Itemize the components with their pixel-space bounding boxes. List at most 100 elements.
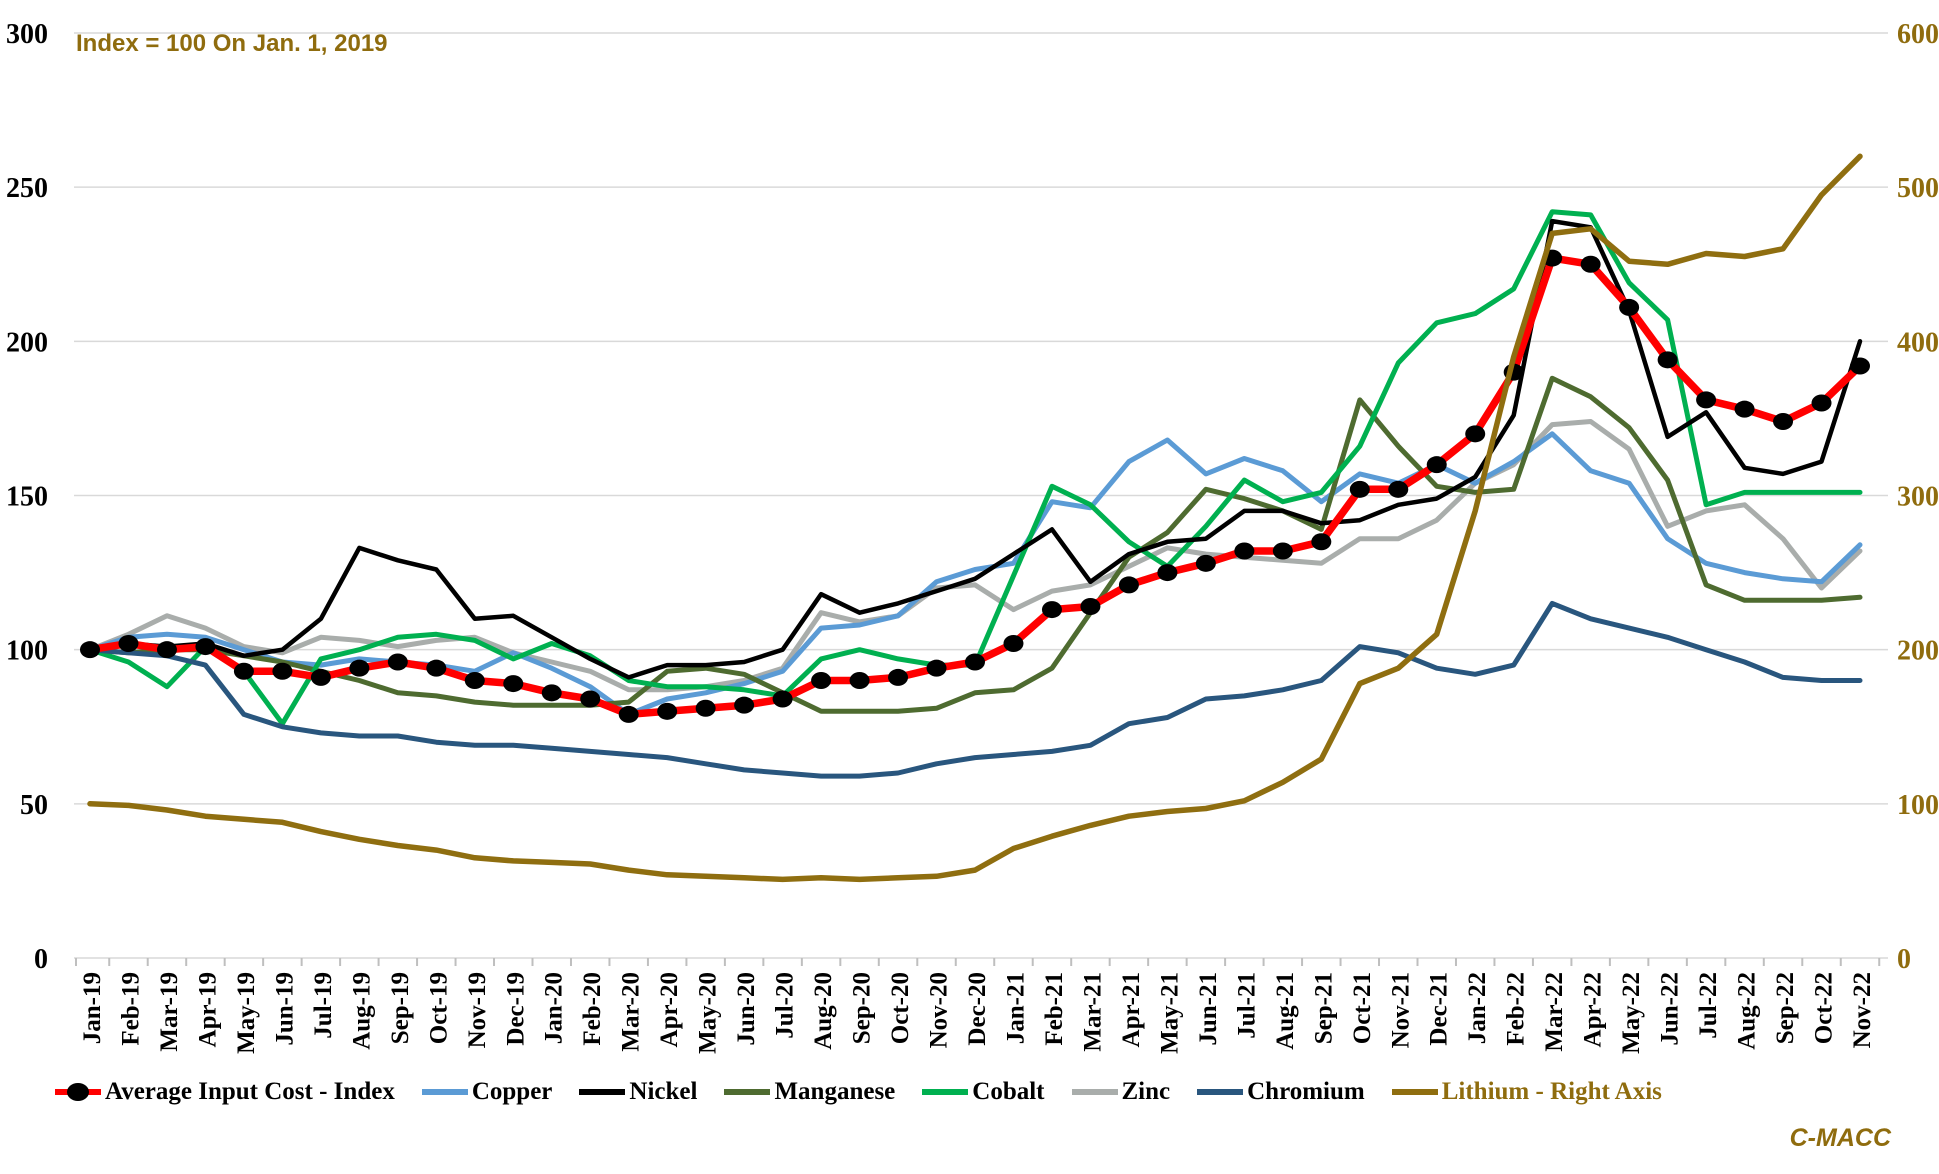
chart-annotation: Index = 100 On Jan. 1, 2019	[76, 30, 388, 57]
x-axis-month-label: May-19	[233, 972, 260, 1054]
legend-item-copper: Copper	[421, 1078, 553, 1106]
x-axis-month-label: Mar-22	[1541, 972, 1568, 1052]
x-axis-month-label: Mar-19	[156, 972, 183, 1052]
series-marker-dot	[772, 690, 793, 708]
legend-swatch-nickel	[579, 1089, 626, 1095]
x-axis-month-label: Nov-20	[926, 972, 953, 1048]
series-marker-dot	[888, 668, 909, 686]
x-axis-month-label: Jul-19	[310, 972, 337, 1039]
x-axis-month-label: Sep-20	[849, 972, 876, 1044]
x-axis-month-label: Mar-20	[618, 972, 645, 1052]
y-axis-right-tick-label: 100	[1897, 790, 1939, 821]
x-axis-month-label: Dec-21	[1426, 972, 1453, 1046]
x-axis-month-label: Jan-19	[79, 972, 106, 1044]
series-marker-dot	[156, 641, 177, 659]
chart-legend: Average Input Cost - Index Copper Nickel Ma…	[55, 1072, 1915, 1112]
series-marker-dot	[1349, 480, 1370, 498]
x-axis-month-label: Nov-22	[1849, 972, 1876, 1048]
series-marker-dot	[1811, 394, 1832, 412]
series-marker-dot	[849, 672, 870, 689]
series-marker-dot	[965, 653, 985, 671]
series-marker-dot	[541, 684, 562, 702]
x-axis-month-label: Oct-21	[1349, 972, 1376, 1044]
x-axis-month-label: Jan-21	[1002, 972, 1029, 1044]
series-marker-dot	[1465, 425, 1486, 443]
series-marker-dot	[618, 705, 639, 723]
series-marker-dot	[464, 672, 485, 689]
x-axis-month-label: Nov-21	[1387, 972, 1414, 1048]
x-axis-month-label: Oct-22	[1811, 972, 1838, 1044]
x-axis-month-label: Jul-22	[1695, 972, 1722, 1039]
x-axis-month-label: Sep-19	[387, 972, 414, 1044]
x-axis-month-label: Jun-22	[1657, 972, 1684, 1046]
series-marker-dot	[426, 659, 447, 677]
x-axis-month-label: Jul-21	[1233, 972, 1260, 1039]
series-line-cobalt	[87, 209, 1863, 727]
y-axis-right-tick-label: 0	[1897, 944, 1911, 975]
x-axis-month-label: May-21	[1156, 972, 1183, 1054]
legend-label-copper: Copper	[471, 1078, 553, 1105]
series-marker-dot	[1850, 357, 1870, 375]
series-marker-dot	[1426, 456, 1447, 474]
x-axis-month-label: Feb-19	[117, 972, 144, 1046]
series-line-manganese	[87, 375, 1863, 714]
legend-label-chromium: Chromium	[1247, 1078, 1365, 1105]
series-marker-dot	[1773, 413, 1794, 430]
x-axis-month-label: Dec-20	[964, 972, 991, 1046]
series-marker-dot	[926, 659, 947, 677]
series-marker-dot	[1657, 351, 1678, 369]
legend-label-average-input-cost-index: Average Input Cost - Index	[105, 1078, 395, 1105]
x-axis-month-label: Nov-19	[464, 972, 491, 1048]
series-line-chromium	[87, 600, 1863, 779]
series-marker-dot	[118, 635, 139, 652]
legend-item-average-input-cost-index: Average Input Cost - Index	[55, 1078, 395, 1106]
series-marker-dot	[1080, 598, 1101, 615]
y-axis-right-tick-label: 200	[1897, 636, 1939, 667]
x-axis-month-label: Oct-19	[425, 972, 452, 1044]
y-axis-right-tick-label: 400	[1897, 327, 1939, 358]
series-marker-dot	[1195, 554, 1216, 572]
series-marker-dot	[811, 672, 832, 689]
y-axis-right-tick-label: 600	[1897, 19, 1939, 50]
x-axis-month-label: Apr-21	[1118, 972, 1145, 1047]
x-axis-month-label: Jan-20	[541, 972, 568, 1044]
legend-swatch-average-input-cost-index	[55, 1083, 101, 1101]
plot-area: 3002502001501005006005004003002001000Jan…	[6, 19, 1939, 1054]
y-axis-left-tick-label: 100	[6, 636, 48, 667]
x-axis-month-label: Sep-21	[1310, 972, 1337, 1044]
series-marker-dot	[1272, 542, 1293, 560]
series-marker-dot	[1388, 480, 1409, 498]
series-marker-dot	[272, 662, 293, 680]
commodity-index-chart: 300 250 200 150 100 50 0 600 500 400 300 200 100 0 Jan…	[6, 19, 1939, 1054]
watermark-cmacc: C-MACC	[1789, 1124, 1891, 1152]
series-marker-dot	[349, 659, 370, 677]
x-axis-month-label: Dec-19	[502, 972, 529, 1046]
y-axis-left-tick-label: 0	[34, 944, 48, 975]
series-line-zinc	[87, 419, 1863, 693]
x-axis-month-label: Feb-20	[579, 972, 606, 1046]
series-marker-dot	[657, 702, 678, 720]
series-marker-dot	[387, 653, 408, 671]
series-marker-dot	[1696, 391, 1717, 409]
series-line-lithium-right-axis	[87, 153, 1863, 883]
x-axis-month-label: Aug-22	[1734, 972, 1761, 1050]
series-marker-dot	[580, 690, 601, 708]
x-axis-month-label: Feb-21	[1041, 972, 1068, 1046]
series-marker-dot	[734, 696, 755, 714]
x-axis-month-label: Jan-22	[1464, 972, 1491, 1044]
legend-swatch-cobalt	[922, 1089, 969, 1095]
legend-swatch-manganese	[724, 1089, 771, 1095]
legend-item-nickel: Nickel	[579, 1078, 697, 1106]
series-marker-dot	[1041, 601, 1062, 619]
series-line-nickel	[87, 218, 1863, 680]
legend-item-chromium: Chromium	[1197, 1078, 1365, 1106]
legend-item-lithium-right-axis: Lithium - Right Axis	[1391, 1078, 1662, 1106]
series-marker-dot	[1118, 576, 1139, 594]
series-marker-dot	[233, 662, 254, 680]
x-axis-month-label: Apr-20	[656, 972, 683, 1047]
x-axis-month-label: Apr-19	[194, 972, 221, 1047]
series-marker-dot	[1580, 255, 1601, 273]
series-marker-dot	[1157, 564, 1178, 582]
series-marker-dot	[80, 641, 100, 659]
legend-item-zinc: Zinc	[1071, 1078, 1170, 1106]
